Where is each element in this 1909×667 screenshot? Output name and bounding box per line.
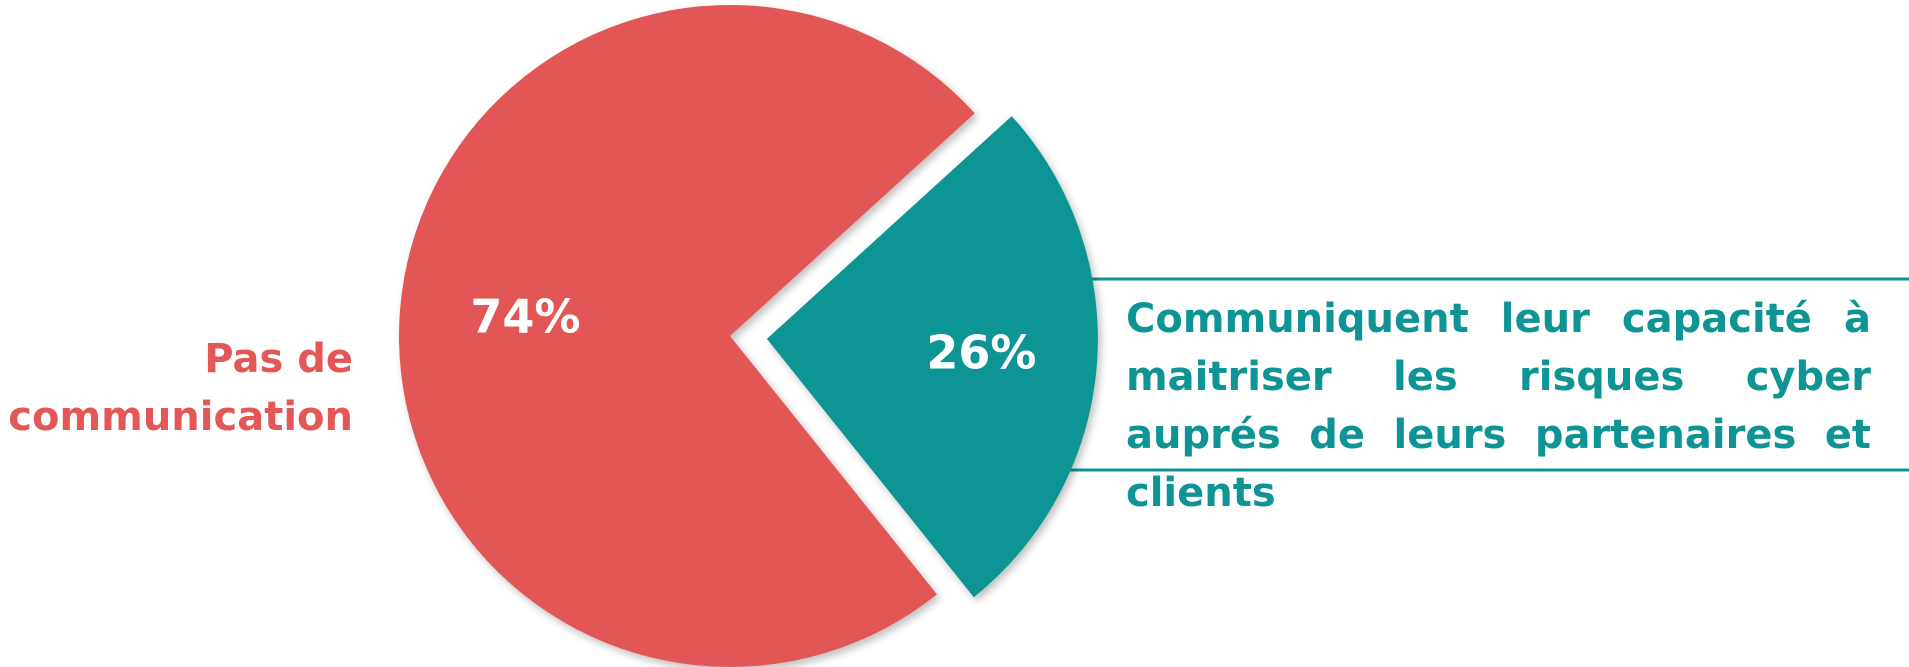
- category-label: Pas de communication: [8, 336, 353, 440]
- value-label: 26%: [926, 325, 1036, 379]
- pie-slice: [399, 4, 975, 667]
- value-label: 74%: [470, 289, 580, 343]
- pie-slice: [766, 116, 1098, 598]
- category-label: Communiquent leur capacité à maitriser l…: [1126, 296, 1871, 516]
